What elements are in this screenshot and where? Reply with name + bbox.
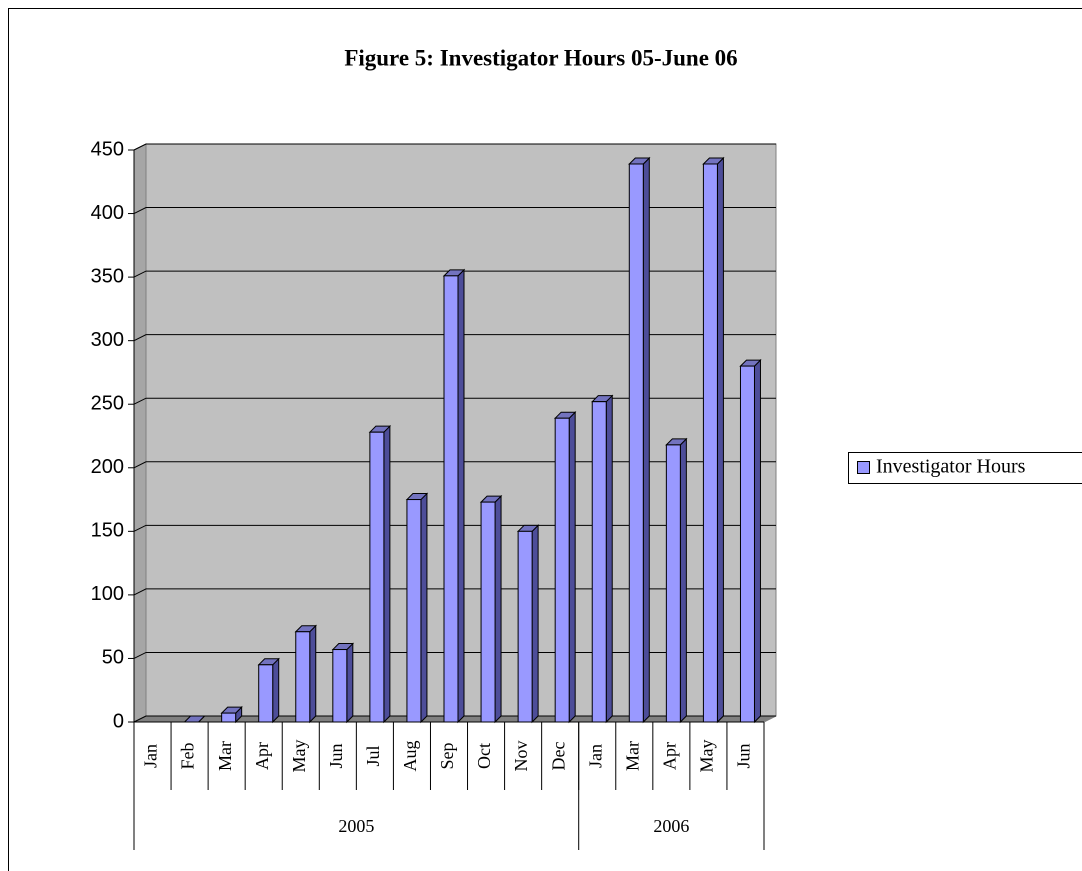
x-tick-label: Jan bbox=[141, 744, 161, 768]
y-tick-label: 50 bbox=[102, 647, 124, 669]
x-tick-label: Oct bbox=[474, 743, 494, 769]
grid-line bbox=[133, 143, 776, 151]
bar bbox=[702, 163, 718, 723]
bar-side bbox=[346, 642, 354, 724]
side-wall bbox=[133, 143, 147, 723]
bar bbox=[554, 417, 570, 723]
x-tick-label: Apr bbox=[252, 742, 272, 770]
bar bbox=[517, 530, 533, 723]
bar bbox=[406, 499, 422, 723]
bar bbox=[332, 649, 348, 723]
bar-side bbox=[753, 358, 761, 724]
bar bbox=[295, 631, 311, 723]
x-tick-label: May bbox=[697, 740, 717, 773]
bar-side bbox=[494, 494, 502, 724]
legend-box bbox=[848, 452, 1082, 484]
x-tick-label: Nov bbox=[511, 741, 531, 772]
x-tick-label: Mar bbox=[215, 741, 235, 771]
y-tick-label: 200 bbox=[91, 456, 124, 478]
grid-line bbox=[133, 397, 776, 405]
y-tick-label: 100 bbox=[91, 583, 124, 605]
y-tick-label: 450 bbox=[91, 138, 124, 160]
group-label: 2006 bbox=[653, 816, 689, 836]
bar-side bbox=[457, 268, 465, 724]
y-tick-label: 300 bbox=[91, 329, 124, 351]
grid-line bbox=[133, 270, 776, 278]
grid-line bbox=[133, 334, 776, 342]
bar bbox=[443, 275, 459, 723]
x-tick-label: Sep bbox=[437, 743, 457, 770]
legend-label: Investigator Hours bbox=[876, 456, 1026, 478]
y-tick-label: 250 bbox=[91, 393, 124, 415]
bar-side bbox=[642, 156, 650, 724]
bar bbox=[591, 401, 607, 723]
bar-side bbox=[383, 424, 391, 724]
y-tick-label: 150 bbox=[91, 520, 124, 542]
bar-top bbox=[183, 715, 206, 723]
x-tick-label: Aug bbox=[400, 741, 420, 772]
bar-side bbox=[531, 524, 539, 724]
x-tick-label: Jul bbox=[363, 745, 383, 766]
bar-side bbox=[309, 624, 317, 724]
bar-side bbox=[716, 156, 724, 724]
bar bbox=[258, 664, 274, 723]
group-label: 2005 bbox=[338, 816, 374, 836]
bar bbox=[665, 444, 681, 723]
chart-title: Figure 5: Investigator Hours 05-June 06 bbox=[344, 45, 737, 70]
x-tick-label: Feb bbox=[178, 743, 198, 770]
y-tick-label: 350 bbox=[91, 265, 124, 287]
bar bbox=[739, 365, 755, 723]
bar-side bbox=[679, 437, 687, 724]
x-tick-label: Jun bbox=[734, 743, 754, 768]
bar bbox=[369, 431, 385, 723]
grid-line bbox=[133, 207, 776, 215]
legend-swatch bbox=[857, 461, 870, 474]
bar-side bbox=[568, 410, 576, 724]
x-tick-label: Apr bbox=[659, 742, 679, 770]
bar-side bbox=[272, 657, 280, 724]
x-tick-label: Mar bbox=[622, 741, 642, 771]
bar-side bbox=[605, 394, 613, 724]
bar bbox=[480, 501, 496, 723]
x-tick-label: Jun bbox=[326, 743, 346, 768]
bar-side bbox=[420, 492, 428, 724]
bar bbox=[221, 712, 237, 723]
bar bbox=[628, 163, 644, 723]
x-tick-label: Dec bbox=[548, 742, 568, 771]
y-tick-label: 0 bbox=[113, 710, 124, 732]
x-tick-label: Jan bbox=[585, 744, 605, 768]
y-tick-label: 400 bbox=[91, 202, 124, 224]
x-tick-label: May bbox=[289, 740, 309, 773]
